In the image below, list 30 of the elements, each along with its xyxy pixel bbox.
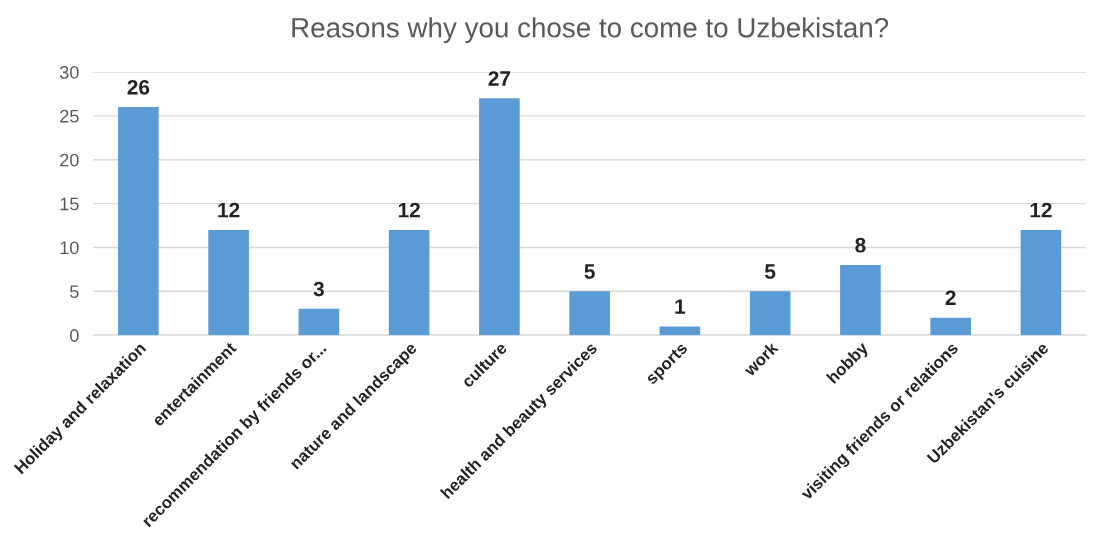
y-tick-label: 15 [60,197,79,211]
bar [659,326,701,336]
chart-title: Reasons why you chose to come to Uzbekistan? [292,17,889,44]
data-label: 5 [584,264,595,279]
bar [298,308,340,336]
data-label: 12 [218,202,240,218]
y-tick-label: 5 [70,285,79,299]
y-tick-label: 25 [60,109,79,123]
data-label: 12 [1030,202,1052,218]
bar [840,265,881,336]
bar [208,229,249,336]
data-label: 3 [313,281,324,297]
bar [930,317,971,336]
data-label: 27 [488,71,511,86]
y-tick-label: 30 [59,65,79,79]
bar [569,291,610,336]
bar [479,98,520,336]
data-label: 2 [945,290,956,305]
bar [388,229,430,336]
y-tick-label: 10 [60,241,79,255]
y-tick-label: 0 [70,329,79,342]
data-label: 5 [764,264,776,279]
bar [1020,229,1062,336]
bar [118,107,159,336]
data-label: 12 [398,202,420,218]
bar [749,291,791,336]
data-label: 1 [675,299,686,314]
data-label: 26 [127,79,150,95]
y-tick-label: 20 [60,153,79,167]
data-label: 8 [855,237,866,253]
